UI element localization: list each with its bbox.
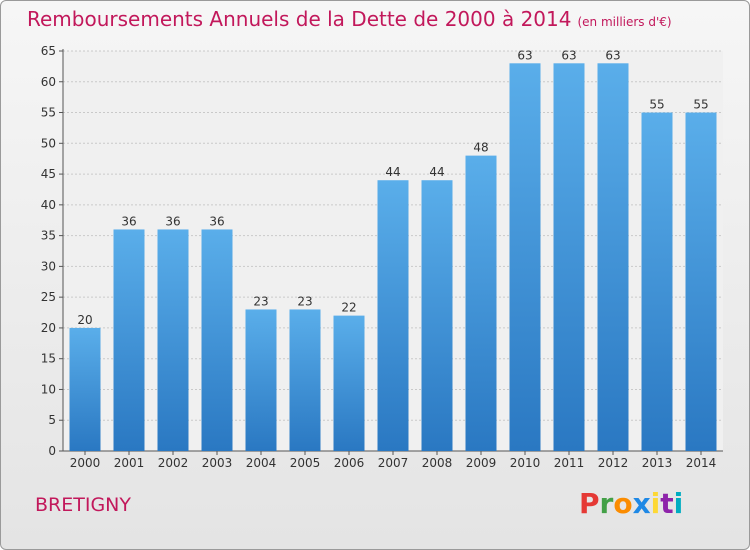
- bar-value-label: 20: [77, 313, 92, 327]
- bar-value-label: 36: [209, 214, 224, 228]
- bar: [421, 180, 453, 451]
- y-tick-label: 0: [48, 444, 56, 458]
- x-tick-label: 2002: [158, 456, 189, 470]
- logo-letter: i: [673, 487, 684, 520]
- logo-letter: x: [632, 487, 651, 520]
- x-tick-label: 2001: [114, 456, 145, 470]
- bar: [69, 327, 101, 451]
- x-tick-label: 2007: [378, 456, 409, 470]
- bar-value-label: 22: [341, 301, 356, 315]
- bar-value-label: 63: [605, 48, 620, 62]
- y-tick-label: 30: [41, 259, 56, 273]
- place-name: BRETIGNY: [35, 494, 131, 516]
- bar: [553, 63, 585, 452]
- bar: [157, 229, 189, 451]
- bar: [201, 229, 233, 451]
- bar-value-label: 36: [165, 214, 180, 228]
- x-tick-label: 2012: [598, 456, 629, 470]
- x-tick-label: 2004: [246, 456, 277, 470]
- y-tick-label: 5: [48, 413, 56, 427]
- logo-letter: P: [579, 487, 600, 520]
- x-tick-label: 2009: [466, 456, 497, 470]
- y-tick-label: 10: [41, 382, 56, 396]
- bar: [245, 309, 277, 451]
- y-tick-label: 60: [41, 75, 56, 89]
- y-tick-label: 65: [41, 44, 56, 58]
- logo-letter: i: [650, 487, 661, 520]
- y-tick-label: 35: [41, 229, 56, 243]
- proxiti-logo: Proxiti: [579, 487, 683, 520]
- x-tick-label: 2014: [686, 456, 717, 470]
- bar-value-label: 63: [517, 48, 532, 62]
- chart-title: Remboursements Annuels de la Dette de 20…: [27, 7, 672, 31]
- bar: [641, 112, 673, 452]
- bar: [333, 315, 365, 451]
- x-tick-label: 2011: [554, 456, 585, 470]
- y-tick-label: 20: [41, 321, 56, 335]
- bar-value-label: 36: [121, 214, 136, 228]
- y-tick-label: 55: [41, 106, 56, 120]
- bar-value-label: 55: [693, 98, 708, 112]
- bar-value-label: 23: [253, 294, 268, 308]
- bar: [377, 180, 409, 451]
- bar-value-label: 23: [297, 294, 312, 308]
- y-tick-label: 15: [41, 352, 56, 366]
- bar: [289, 309, 321, 451]
- bar-value-label: 55: [649, 98, 664, 112]
- y-tick-label: 50: [41, 136, 56, 150]
- x-tick-label: 2010: [510, 456, 541, 470]
- bar-value-label: 63: [561, 48, 576, 62]
- bar: [685, 112, 717, 452]
- bar-value-label: 48: [473, 141, 488, 155]
- x-tick-label: 2000: [70, 456, 101, 470]
- bar: [509, 63, 541, 452]
- x-tick-label: 2006: [334, 456, 365, 470]
- logo-letter: o: [613, 487, 633, 520]
- bar-value-label: 44: [429, 165, 444, 179]
- bar: [113, 229, 145, 451]
- logo-letter: r: [599, 487, 614, 520]
- y-tick-label: 45: [41, 167, 56, 181]
- logo-letter: t: [660, 487, 674, 520]
- x-tick-label: 2003: [202, 456, 233, 470]
- bar: [597, 63, 629, 452]
- chart-unit-note: (en milliers d'€): [577, 15, 672, 29]
- x-tick-label: 2013: [642, 456, 673, 470]
- y-tick-label: 40: [41, 198, 56, 212]
- bar: [465, 155, 497, 451]
- y-tick-label: 25: [41, 290, 56, 304]
- x-tick-label: 2005: [290, 456, 321, 470]
- chart-title-text: Remboursements Annuels de la Dette de 20…: [27, 7, 572, 31]
- x-tick-label: 2008: [422, 456, 453, 470]
- bar-value-label: 44: [385, 165, 400, 179]
